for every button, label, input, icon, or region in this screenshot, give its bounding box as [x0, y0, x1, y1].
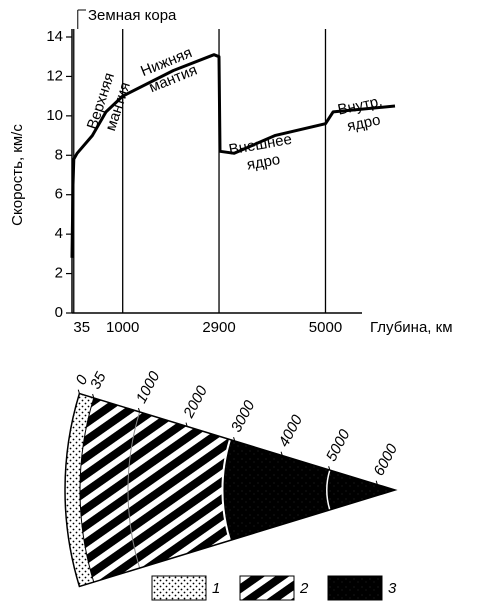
x-tick-label: 1000 [106, 319, 139, 336]
y-tick-label: 4 [55, 225, 63, 242]
y-tick-label: 10 [46, 107, 63, 124]
legend-label: 3 [388, 580, 397, 597]
x-tick-label: 5000 [309, 319, 342, 336]
y-tick-label: 12 [46, 67, 63, 84]
depth-label: 6000 [370, 441, 401, 479]
chart-title: Земная кора [88, 7, 177, 24]
x-axis-label: Глубина, км [370, 319, 453, 336]
depth-label: 2000 [180, 383, 211, 422]
y-tick-label: 14 [46, 28, 63, 45]
figure: Земная кора Скорость, км/с Глубина, км 0… [0, 0, 480, 605]
depth-label: 1000 [133, 368, 164, 406]
legend-swatch [240, 576, 294, 600]
core-region [222, 440, 395, 541]
depth-label: 35 [87, 369, 110, 392]
y-axis-label: Скорость, км/с [9, 124, 26, 226]
x-tick-label: 2900 [202, 319, 235, 336]
depth-tick [78, 390, 79, 394]
legend-swatch [328, 576, 382, 600]
y-tick-label: 6 [55, 186, 63, 203]
y-tick-label: 2 [55, 265, 63, 282]
legend-swatch [152, 576, 206, 600]
legend-label: 1 [212, 580, 220, 597]
depth-label: 4000 [275, 412, 306, 450]
mantle-region [80, 398, 230, 582]
y-tick-label: 0 [55, 304, 63, 321]
x-tick-label: 35 [73, 319, 90, 336]
depth-label: 5000 [323, 426, 354, 464]
y-tick-label: 8 [55, 146, 63, 163]
depth-label: 3000 [228, 397, 259, 435]
legend-label: 2 [299, 580, 309, 597]
